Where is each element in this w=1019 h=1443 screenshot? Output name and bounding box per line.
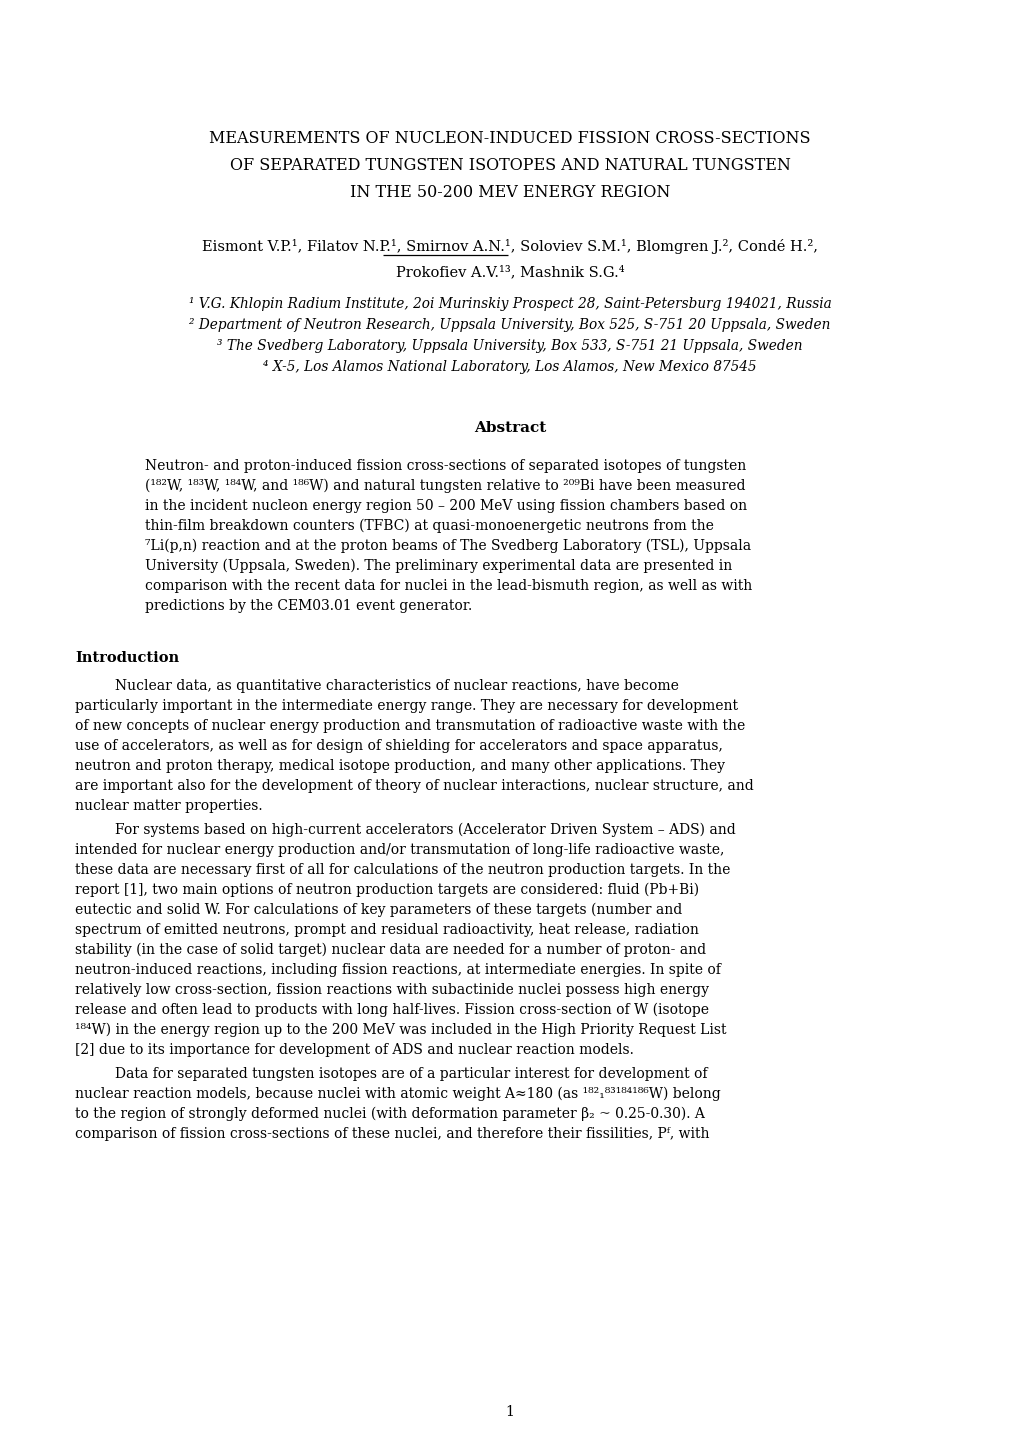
Text: Nuclear data, as quantitative characteristics of nuclear reactions, have become: Nuclear data, as quantitative characteri… <box>115 680 679 693</box>
Text: report [1], two main options of neutron production targets are considered: fluid: report [1], two main options of neutron … <box>75 883 698 898</box>
Text: ³ The Svedberg Laboratory, Uppsala University, Box 533, S-751 21 Uppsala, Sweden: ³ The Svedberg Laboratory, Uppsala Unive… <box>217 339 802 354</box>
Text: Data for separated tungsten isotopes are of a particular interest for developmen: Data for separated tungsten isotopes are… <box>115 1066 707 1081</box>
Text: For systems based on high-current accelerators (Accelerator Driven System – ADS): For systems based on high-current accele… <box>115 823 735 837</box>
Text: to the region of strongly deformed nuclei (with deformation parameter β₂ ~ 0.25-: to the region of strongly deformed nucle… <box>75 1107 704 1121</box>
Text: University (Uppsala, Sweden). The preliminary experimental data are presented in: University (Uppsala, Sweden). The prelim… <box>145 558 732 573</box>
Text: OF SEPARATED TUNGSTEN ISOTOPES AND NATURAL TUNGSTEN: OF SEPARATED TUNGSTEN ISOTOPES AND NATUR… <box>229 157 790 175</box>
Text: use of accelerators, as well as for design of shielding for accelerators and spa: use of accelerators, as well as for desi… <box>75 739 722 753</box>
Text: eutectic and solid W. For calculations of key parameters of these targets (numbe: eutectic and solid W. For calculations o… <box>75 903 682 918</box>
Text: comparison of fission cross-sections of these nuclei, and therefore their fissil: comparison of fission cross-sections of … <box>75 1127 709 1141</box>
Text: neutron and proton therapy, medical isotope production, and many other applicati: neutron and proton therapy, medical isot… <box>75 759 725 773</box>
Text: predictions by the CEM03.01 event generator.: predictions by the CEM03.01 event genera… <box>145 599 472 613</box>
Text: thin-film breakdown counters (TFBC) at quasi-monoenergetic neutrons from the: thin-film breakdown counters (TFBC) at q… <box>145 519 713 534</box>
Text: MEASUREMENTS OF NUCLEON-INDUCED FISSION CROSS-SECTIONS: MEASUREMENTS OF NUCLEON-INDUCED FISSION … <box>209 130 810 147</box>
Text: of new concepts of nuclear energy production and transmutation of radioactive wa: of new concepts of nuclear energy produc… <box>75 719 745 733</box>
Text: Abstract: Abstract <box>474 421 545 434</box>
Text: Introduction: Introduction <box>75 651 179 665</box>
Text: ⁷Li(p,n) reaction and at the proton beams of The Svedberg Laboratory (TSL), Upps: ⁷Li(p,n) reaction and at the proton beam… <box>145 540 750 554</box>
Text: are important also for the development of theory of nuclear interactions, nuclea: are important also for the development o… <box>75 779 753 794</box>
Text: relatively low cross-section, fission reactions with subactinide nuclei possess : relatively low cross-section, fission re… <box>75 983 708 997</box>
Text: 1: 1 <box>505 1405 514 1418</box>
Text: neutron-induced reactions, including fission reactions, at intermediate energies: neutron-induced reactions, including fis… <box>75 962 720 977</box>
Text: ¹⁸⁴W) in the energy region up to the 200 MeV was included in the High Priority R: ¹⁸⁴W) in the energy region up to the 200… <box>75 1023 726 1038</box>
Text: IN THE 50-200 MEV ENERGY REGION: IN THE 50-200 MEV ENERGY REGION <box>350 185 669 201</box>
Text: comparison with the recent data for nuclei in the lead-bismuth region, as well a: comparison with the recent data for nucl… <box>145 579 752 593</box>
Text: intended for nuclear energy production and/or transmutation of long-life radioac: intended for nuclear energy production a… <box>75 843 723 857</box>
Text: nuclear matter properties.: nuclear matter properties. <box>75 799 262 812</box>
Text: particularly important in the intermediate energy range. They are necessary for : particularly important in the intermedia… <box>75 698 738 713</box>
Text: Prokofiev A.V.¹³, Mashnik S.G.⁴: Prokofiev A.V.¹³, Mashnik S.G.⁴ <box>395 266 624 278</box>
Text: spectrum of emitted neutrons, prompt and residual radioactivity, heat release, r: spectrum of emitted neutrons, prompt and… <box>75 924 698 937</box>
Text: ² Department of Neutron Research, Uppsala University, Box 525, S-751 20 Uppsala,: ² Department of Neutron Research, Uppsal… <box>190 317 829 332</box>
Text: [2] due to its importance for development of ADS and nuclear reaction models.: [2] due to its importance for developmen… <box>75 1043 633 1058</box>
Text: ¹ V.G. Khlopin Radium Institute, 2oi Murinskiy Prospect 28, Saint-Petersburg 194: ¹ V.G. Khlopin Radium Institute, 2oi Mur… <box>189 297 830 312</box>
Text: stability (in the case of solid target) nuclear data are needed for a number of : stability (in the case of solid target) … <box>75 942 705 957</box>
Text: these data are necessary first of all for calculations of the neutron production: these data are necessary first of all fo… <box>75 863 730 877</box>
Text: nuclear reaction models, because nuclei with atomic weight A≈180 (as ¹⁸²₁⁸³¹⁸⁴¹⁸: nuclear reaction models, because nuclei … <box>75 1087 720 1101</box>
Text: Neutron- and proton-induced fission cross-sections of separated isotopes of tung: Neutron- and proton-induced fission cros… <box>145 459 746 473</box>
Text: Eismont V.P.¹, Filatov N.P.¹, Smirnov A.N.¹, Soloviev S.M.¹, Blomgren J.², Condé: Eismont V.P.¹, Filatov N.P.¹, Smirnov A.… <box>202 240 817 254</box>
Text: release and often lead to products with long half-lives. Fission cross-section o: release and often lead to products with … <box>75 1003 708 1017</box>
Text: (¹⁸²W, ¹⁸³W, ¹⁸⁴W, and ¹⁸⁶W) and natural tungsten relative to ²⁰⁹Bi have been me: (¹⁸²W, ¹⁸³W, ¹⁸⁴W, and ¹⁸⁶W) and natural… <box>145 479 745 494</box>
Text: in the incident nucleon energy region 50 – 200 MeV using fission chambers based : in the incident nucleon energy region 50… <box>145 499 746 514</box>
Text: ⁴ X-5, Los Alamos National Laboratory, Los Alamos, New Mexico 87545: ⁴ X-5, Los Alamos National Laboratory, L… <box>263 359 756 374</box>
